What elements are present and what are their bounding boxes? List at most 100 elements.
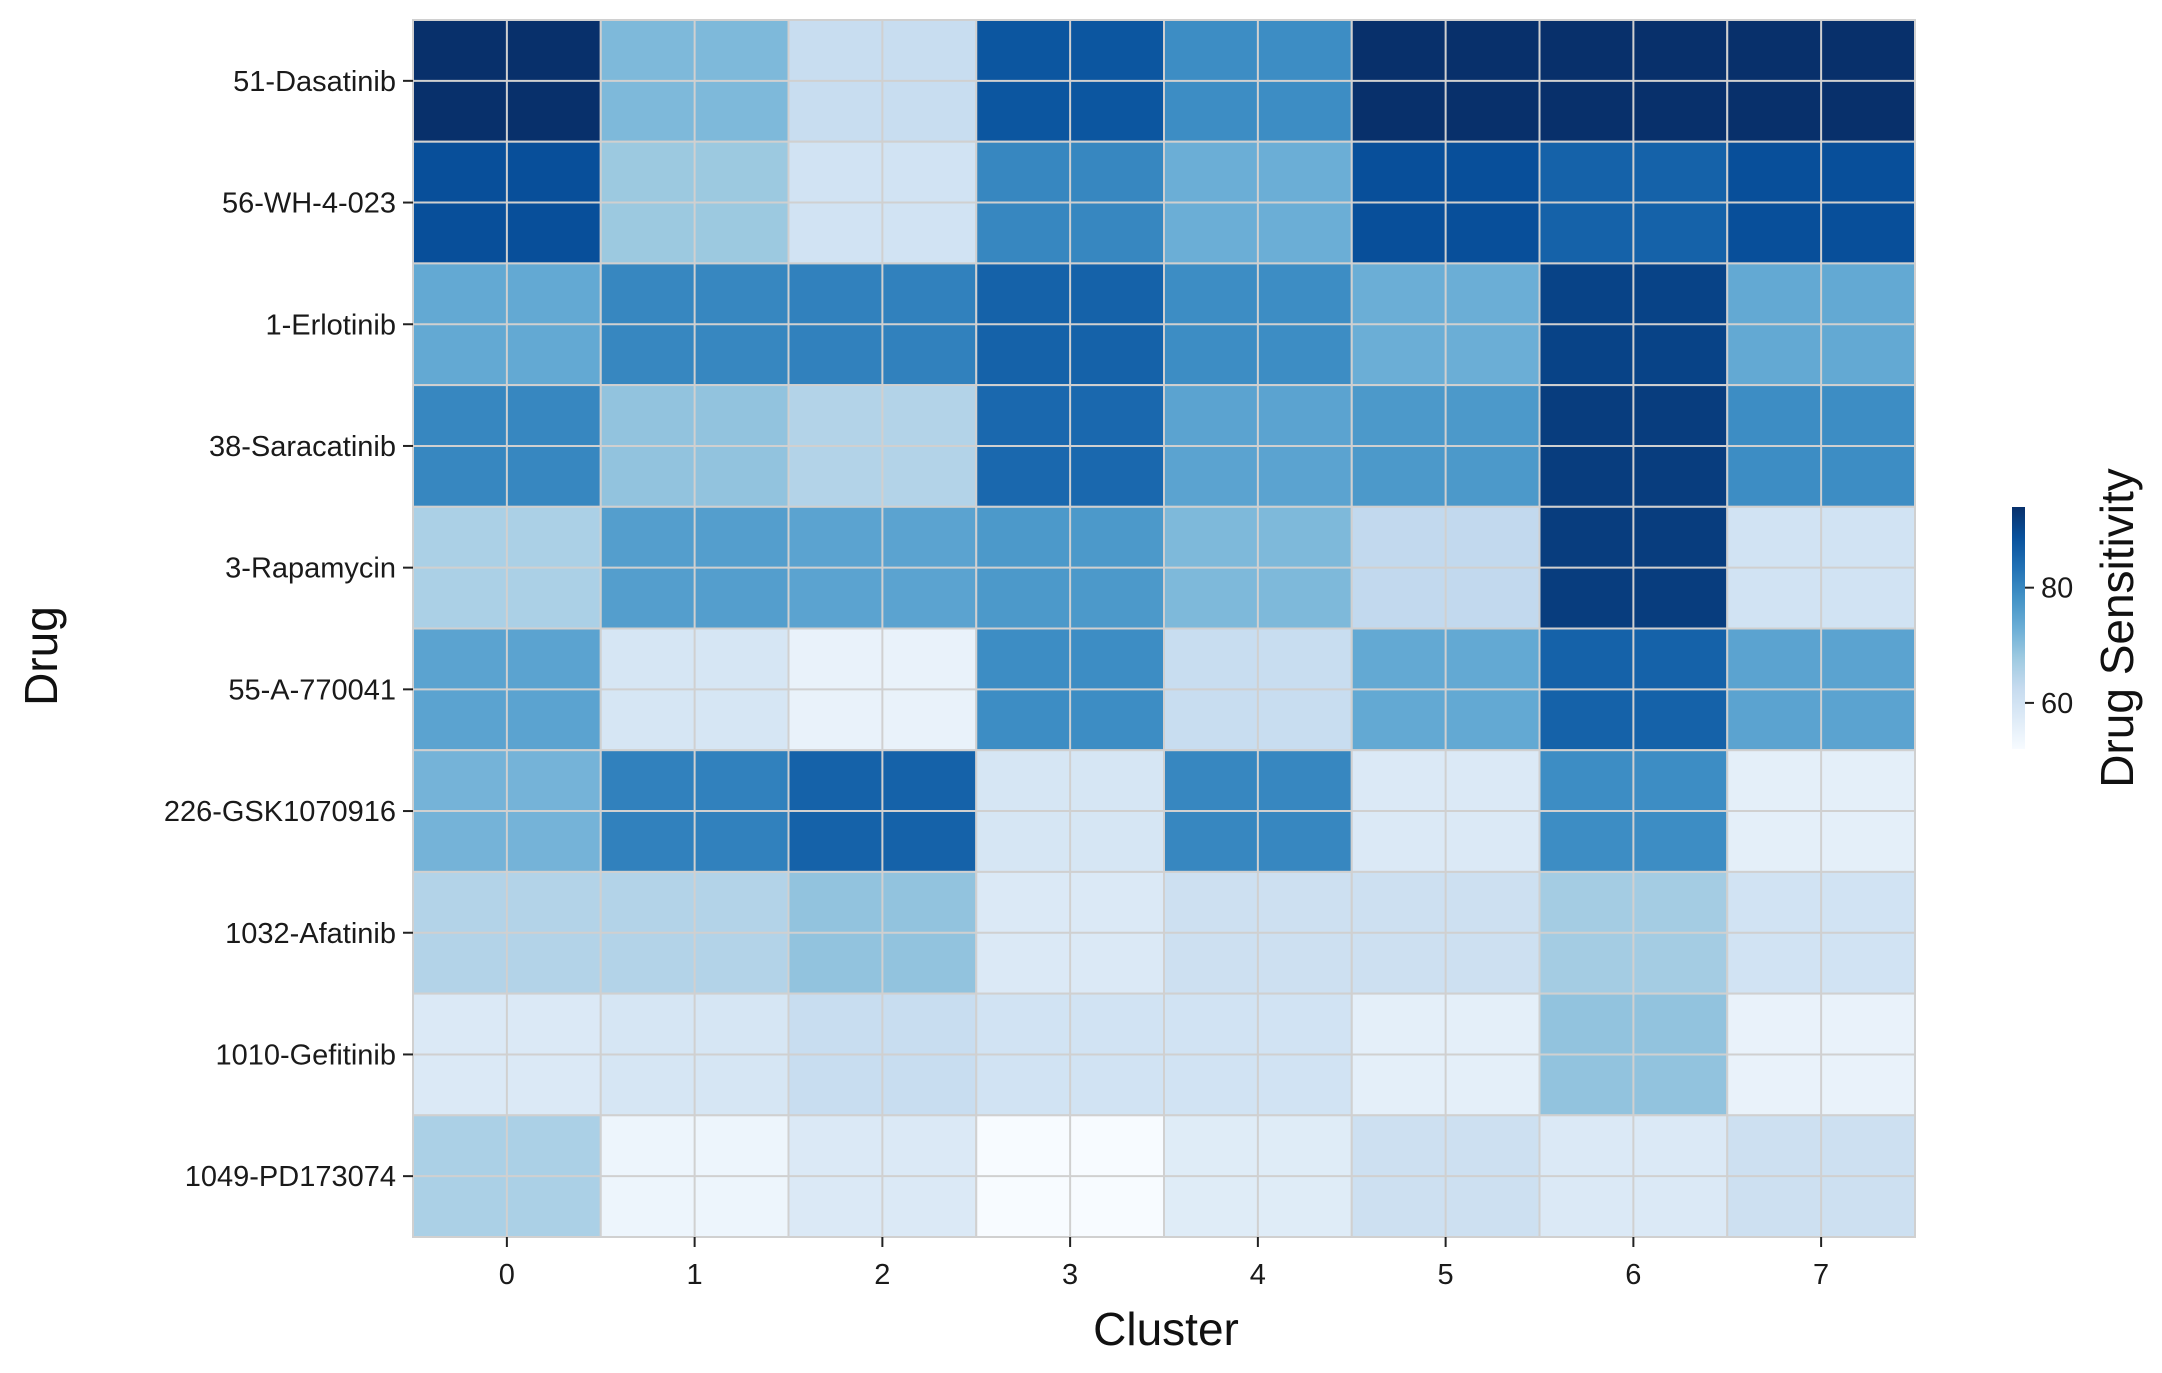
heatmap-cell — [1163, 19, 1353, 143]
heatmap-cell — [412, 1114, 602, 1239]
heatmap-cell — [1163, 627, 1353, 752]
heatmap-cell — [1163, 870, 1353, 995]
heatmap-cell — [1538, 627, 1729, 752]
heatmap-cell — [1726, 749, 1916, 873]
heatmap-cell — [787, 1114, 978, 1239]
heatmap-cell — [599, 262, 790, 387]
heatmap-cell — [975, 627, 1165, 752]
heatmap-cell — [1726, 1114, 1916, 1239]
heatmap-cell — [787, 505, 978, 630]
x-axis: 0 1 2 3 4 5 6 7 — [499, 1237, 1829, 1291]
heatmap-cell — [599, 140, 790, 265]
y-axis: 51-Dasatinib 56-WH-4-023 1-Erlotinib 38-Sar… — [164, 66, 413, 1193]
heatmap-cell — [412, 870, 602, 995]
heatmap-cell — [1538, 749, 1729, 873]
heatmap-cell — [599, 384, 790, 508]
heatmap-cells — [412, 19, 1916, 1239]
heatmap-cell — [1538, 19, 1729, 143]
heatmap-cell — [1726, 870, 1916, 995]
heatmap-cell — [1163, 749, 1353, 873]
heatmap-cell — [1350, 627, 1541, 752]
heatmap-cell — [1538, 992, 1729, 1117]
heatmap-cell — [1163, 505, 1353, 630]
x-tick-label: 6 — [1625, 1259, 1641, 1291]
heatmap-cell — [1726, 384, 1916, 508]
heatmap-cell — [787, 262, 978, 387]
x-tick-label: 2 — [874, 1259, 890, 1291]
x-tick-label: 0 — [499, 1259, 515, 1291]
y-tick-label: 1-Erlotinib — [265, 309, 396, 341]
heatmap-cell — [787, 627, 978, 752]
heatmap-cell — [412, 627, 602, 752]
heatmap-cell — [599, 505, 790, 630]
heatmap-cell — [787, 19, 978, 143]
heatmap-cell — [975, 140, 1165, 265]
x-tick-label: 7 — [1813, 1259, 1829, 1291]
heatmap-cell — [1538, 140, 1729, 265]
heatmap-cell — [599, 992, 790, 1117]
heatmap-cell — [787, 749, 978, 873]
heatmap-cell — [599, 870, 790, 995]
colorbar-title: Drug Sensitivity — [2091, 468, 2143, 788]
heatmap-cell — [975, 992, 1165, 1117]
y-tick-label: 1010-Gefitinib — [215, 1039, 396, 1071]
y-tick-label: 55-A-770041 — [228, 674, 396, 706]
heatmap-cell — [412, 749, 602, 873]
heatmap-cell — [599, 749, 790, 873]
heatmap-cell — [412, 992, 602, 1117]
heatmap-cell — [975, 19, 1165, 143]
heatmap-cell — [1163, 140, 1353, 265]
y-tick-label: 51-Dasatinib — [233, 66, 396, 98]
colorbar-tick-label: 80 — [2041, 573, 2073, 605]
x-axis-title: Cluster — [1093, 1303, 1239, 1355]
y-axis-title: Drug — [15, 606, 67, 706]
y-tick-label: 3-Rapamycin — [225, 553, 396, 585]
heatmap-cell — [1350, 1114, 1541, 1239]
heatmap-cell — [599, 1114, 790, 1239]
heatmap-cell — [1163, 1114, 1353, 1239]
heatmap-cell — [1350, 992, 1541, 1117]
x-tick-label: 5 — [1438, 1259, 1454, 1291]
y-tick-label: 226-GSK1070916 — [164, 796, 396, 828]
heatmap-cell — [787, 384, 978, 508]
heatmap-cell — [1350, 870, 1541, 995]
heatmap-cell — [975, 505, 1165, 630]
heatmap-cell — [975, 749, 1165, 873]
heatmap-cell — [1350, 505, 1541, 630]
heatmap-cell — [599, 19, 790, 143]
heatmap-cell — [1350, 19, 1541, 143]
heatmap-cell — [1350, 384, 1541, 508]
heatmap-cell — [1538, 870, 1729, 995]
heatmap-cell — [1726, 505, 1916, 630]
heatmap-cell — [412, 19, 602, 143]
heatmap-cell — [975, 1114, 1165, 1239]
colorbar: 60 80 — [2012, 507, 2073, 749]
y-tick-label: 1049-PD173074 — [185, 1161, 396, 1193]
heatmap-cell — [975, 384, 1165, 508]
heatmap-cell — [975, 262, 1165, 387]
x-tick-label: 4 — [1250, 1259, 1266, 1291]
heatmap-cell — [1726, 19, 1916, 143]
heatmap-cell — [1538, 505, 1729, 630]
heatmap-cell — [599, 627, 790, 752]
heatmap-cell — [1726, 140, 1916, 265]
heatmap-cell — [975, 870, 1165, 995]
heatmap-cell — [1350, 262, 1541, 387]
heatmap-cell — [412, 505, 602, 630]
heatmap-cell — [787, 992, 978, 1117]
heatmap-cell — [412, 140, 602, 265]
heatmap-cell — [1538, 262, 1729, 387]
heatmap-cell — [1538, 384, 1729, 508]
heatmap-cell — [1350, 749, 1541, 873]
heatmap-cell — [1350, 140, 1541, 265]
heatmap-cell — [412, 384, 602, 508]
y-tick-label: 1032-Afatinib — [225, 918, 396, 950]
heatmap-cell — [1726, 992, 1916, 1117]
y-tick-label: 38-Saracatinib — [209, 431, 396, 463]
heatmap-cell — [1163, 384, 1353, 508]
x-tick-label: 3 — [1062, 1259, 1078, 1291]
heatmap-cell — [787, 140, 978, 265]
heatmap-cell — [1726, 627, 1916, 752]
colorbar-strip — [2012, 507, 2025, 749]
